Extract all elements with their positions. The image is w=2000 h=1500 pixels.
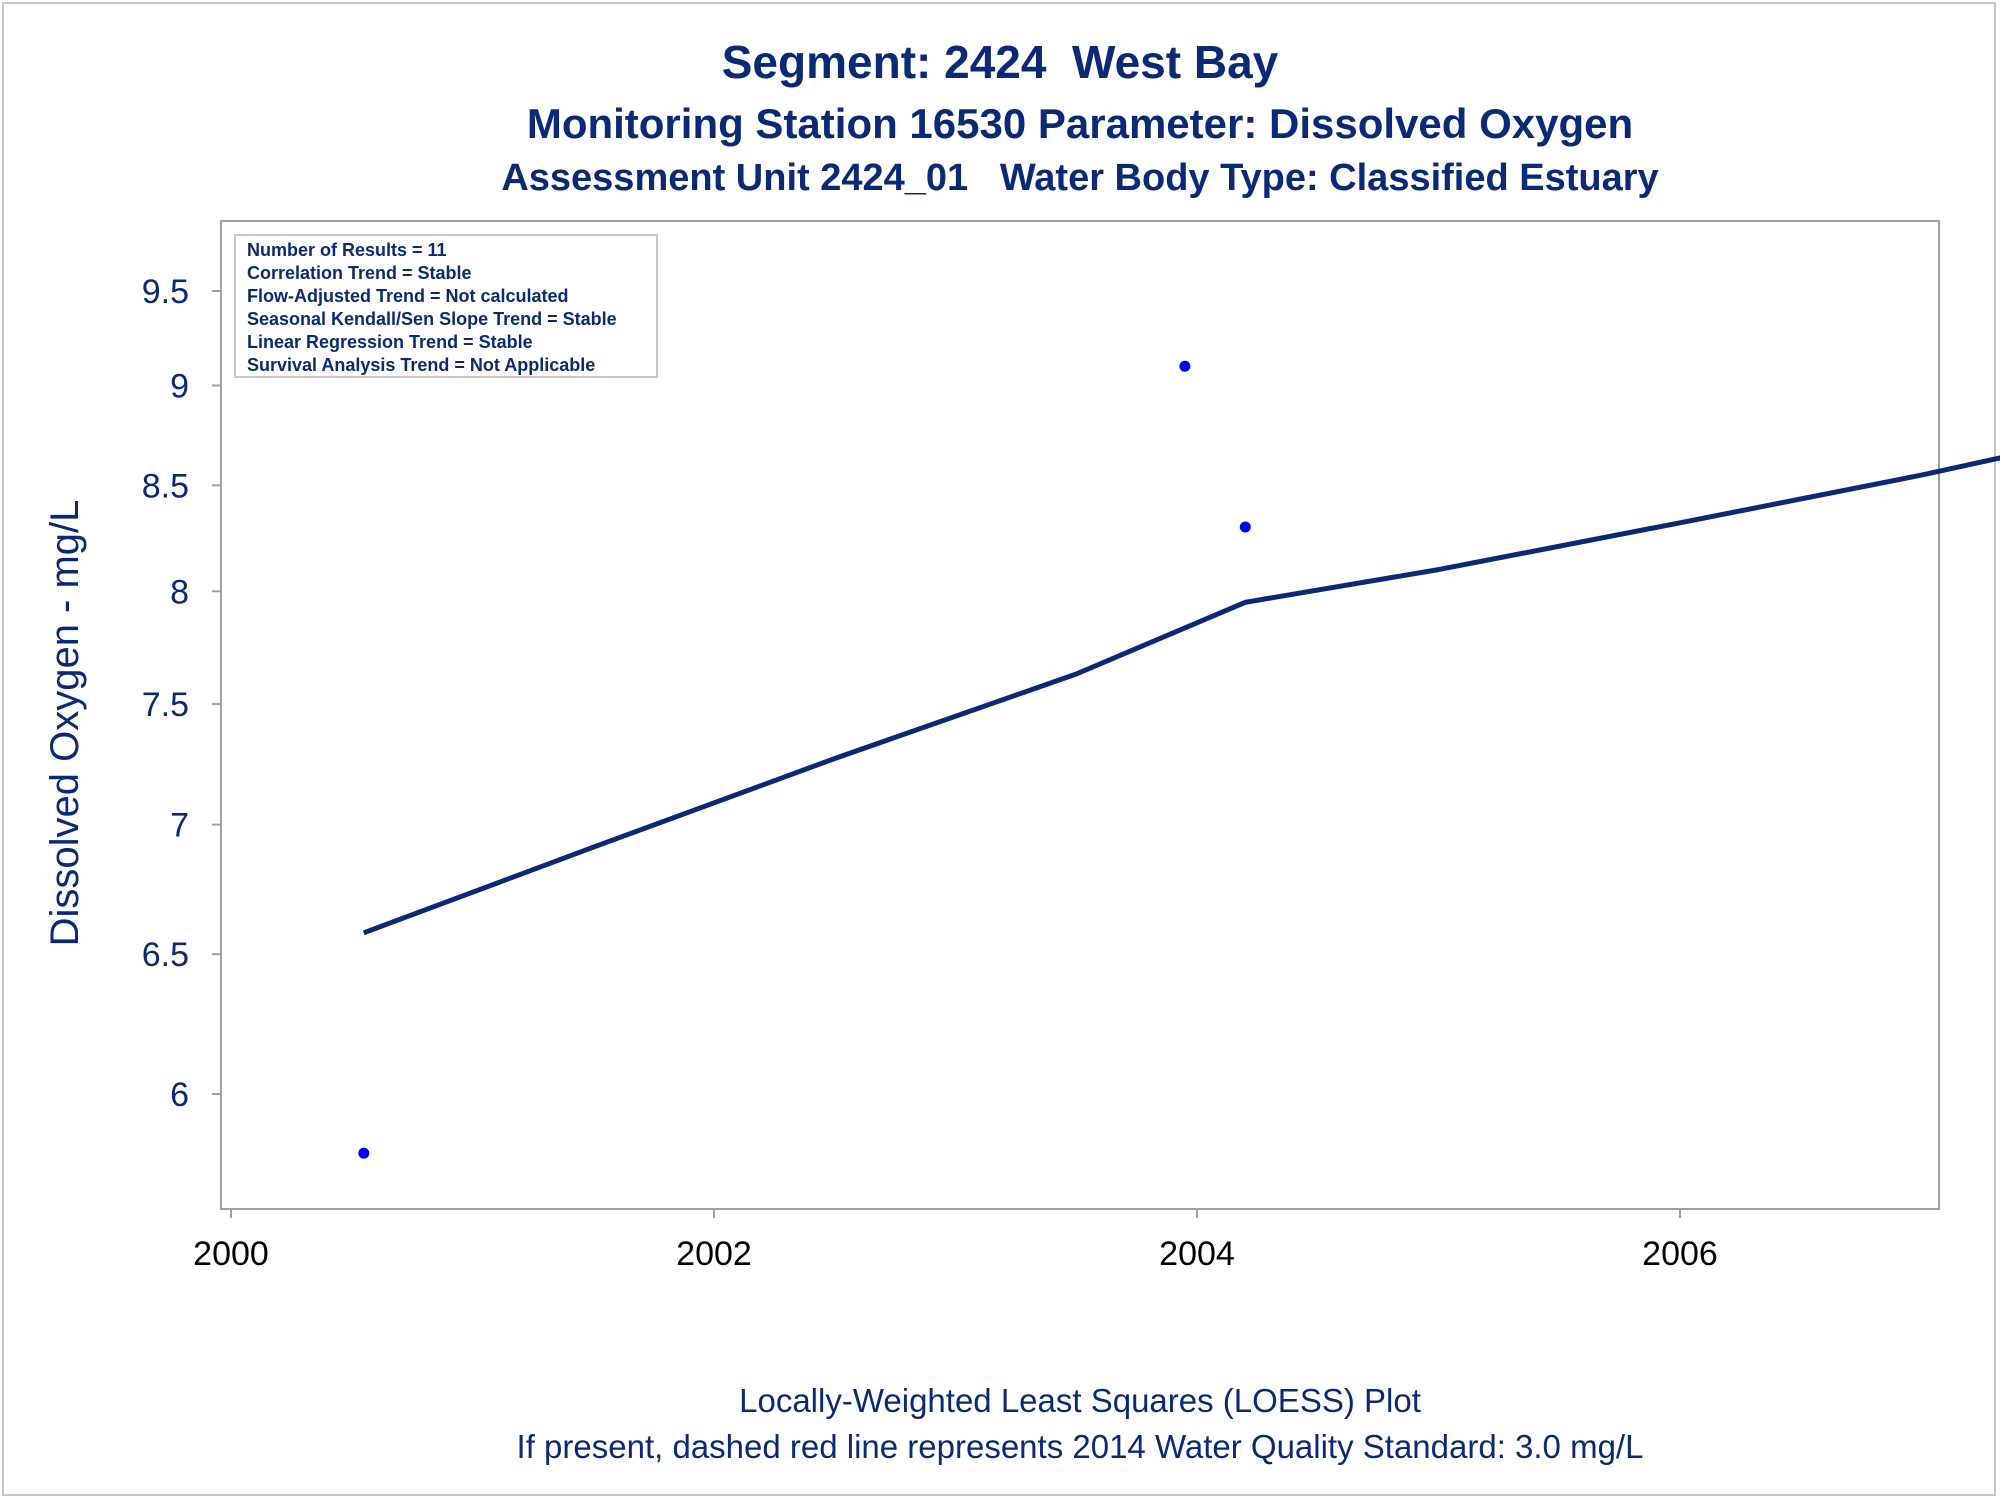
footnote-loess: Locally-Weighted Least Squares (LOESS) P… [739,1382,1421,1419]
x-tick-label: 2004 [1159,1235,1235,1273]
y-axis-label: Dissolved Oxygen - mg/L [43,500,87,947]
stats-box-border [234,234,658,378]
data-point [358,1147,370,1159]
stats-line: Linear Regression Trend = Stable [247,332,533,352]
loess-line [362,455,2000,936]
stats-line: Survival Analysis Trend = Not Applicable [247,355,595,375]
stats-line: Correlation Trend = Stable [247,263,472,283]
x-tick-label: 2006 [1642,1235,1718,1273]
y-tick-label: 9.5 [142,273,189,311]
data-point [1179,360,1191,372]
chart-title: Segment: 2424 West Bay [722,36,1279,88]
y-axis: 6 6.5 7 7.5 8 8.5 9 9.5 [142,273,221,1114]
plot-area [220,220,1940,1210]
chart-subtitle: Monitoring Station 16530 Parameter: Diss… [527,100,1633,147]
y-tick-label: 6 [170,1076,189,1114]
x-tick-label: 2002 [676,1235,752,1273]
stats-line: Flow-Adjusted Trend = Not calculated [247,286,569,306]
stats-line: Number of Results = 11 [247,240,447,260]
y-tick-label: 9 [170,367,189,405]
chart-subtitle-2: Assessment Unit 2424_01 Water Body Type:… [501,157,1658,199]
x-tick-label: 2000 [193,1235,269,1273]
y-tick-label: 8 [170,573,189,611]
y-tick-label: 7.5 [142,686,189,724]
data-point [1239,521,1251,533]
stats-box: Number of Results = 11 Correlation Trend… [234,234,658,378]
series-layer [358,360,2000,1159]
x-axis: 20002002200420062008201020122014 [193,1209,1718,1273]
stats-line: Seasonal Kendall/Sen Slope Trend = Stabl… [247,309,617,329]
y-tick-label: 8.5 [142,467,189,505]
y-tick-label: 6.5 [142,936,189,974]
y-tick-label: 7 [170,807,189,845]
footnote-standard: If present, dashed red line represents 2… [517,1428,1644,1465]
